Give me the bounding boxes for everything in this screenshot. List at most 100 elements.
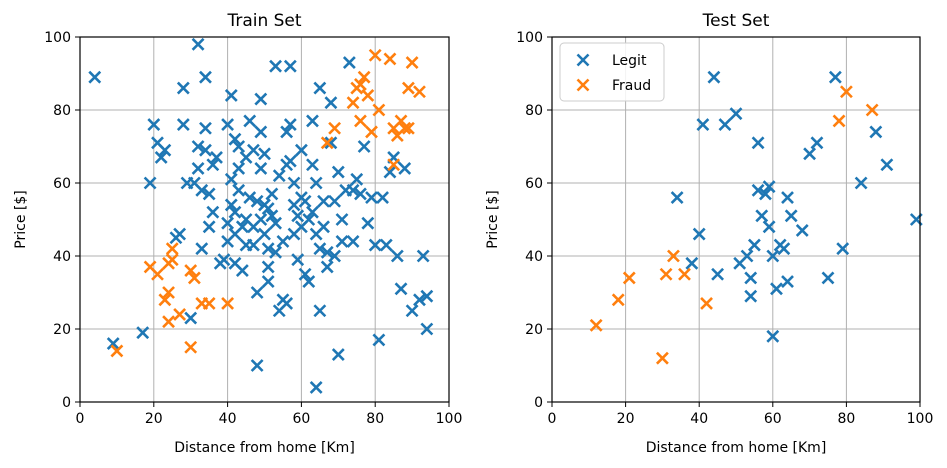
data-point-legit (770, 282, 783, 296)
data-point-fraud (659, 267, 673, 281)
x-tick-label: 60 (764, 411, 782, 427)
x-axis-label: Distance from home [Km] (174, 440, 355, 456)
plot-frame (551, 36, 921, 403)
data-point-series-0 (254, 213, 268, 226)
data-point-series-0 (302, 213, 316, 226)
y-tick-label: 60 (53, 176, 71, 192)
data-point-series-0 (291, 209, 305, 223)
x-tick-label: 0 (548, 411, 557, 427)
legend-marker (576, 53, 590, 67)
data-point-series-1 (162, 286, 175, 299)
data-point-series-0 (224, 198, 238, 212)
data-point-series-0 (350, 172, 364, 186)
y-tick-label: 80 (525, 103, 543, 119)
data-point-fraud (700, 297, 713, 310)
data-point-series-1 (320, 136, 334, 150)
data-point-series-0 (176, 81, 190, 95)
data-point-legit (803, 147, 817, 161)
data-point-legit (751, 183, 765, 197)
data-point-series-0 (261, 242, 275, 256)
data-point-series-0 (206, 205, 220, 219)
data-point-series-0 (313, 81, 327, 95)
data-point-series-0 (354, 187, 367, 201)
data-point-series-0 (269, 245, 282, 259)
data-point-legit (854, 176, 868, 190)
y-tick-label: 40 (53, 249, 71, 265)
data-point-fraud (622, 271, 636, 285)
data-point-legit (744, 271, 758, 285)
data-point-series-0 (173, 227, 187, 241)
data-point-series-0 (298, 194, 312, 208)
data-point-series-0 (224, 88, 238, 102)
y-axis-label: Price [$] (485, 190, 501, 248)
data-point-series-1 (184, 264, 198, 278)
data-point-series-1 (401, 121, 415, 135)
data-point-series-0 (283, 118, 297, 132)
data-point-fraud (839, 85, 853, 99)
plot-frame (79, 36, 450, 403)
data-point-series-0 (191, 161, 205, 175)
data-point-series-0 (361, 216, 375, 230)
data-point-series-0 (202, 220, 216, 234)
data-point-series-0 (243, 114, 257, 128)
data-point-series-1 (357, 70, 371, 84)
test-set-chart: 0 20 40 60 80 100 0 20 40 60 80 100 Test Set Distance… (485, 11, 933, 456)
data-point-legit (759, 187, 772, 201)
data-point-series-0 (357, 140, 371, 153)
data-point-series-1 (165, 253, 179, 267)
data-point-series-0 (283, 59, 297, 73)
data-point-series-0 (258, 227, 271, 241)
data-point-series-0 (235, 264, 249, 278)
data-point-series-0 (258, 147, 271, 161)
data-point-series-0 (232, 161, 246, 175)
data-point-series-0 (394, 282, 408, 296)
y-tick-label: 0 (534, 395, 543, 411)
x-tick-label: 40 (690, 411, 708, 427)
data-point-series-0 (254, 125, 268, 139)
data-point-legit (747, 238, 761, 252)
data-point-series-0 (368, 238, 382, 252)
chart-title: Test Set (702, 11, 770, 31)
data-point-legit (810, 136, 824, 150)
data-point-series-1 (361, 88, 375, 102)
data-point-series-0 (191, 37, 205, 51)
x-tick-label: 20 (145, 411, 163, 427)
data-point-series-0 (309, 176, 323, 190)
legend: Legit Fraud (559, 42, 665, 102)
data-point-series-0 (416, 249, 430, 263)
data-point-series-1 (346, 96, 360, 110)
data-point-series-0 (88, 70, 102, 84)
data-point-series-0 (346, 234, 360, 248)
data-point-series-0 (280, 125, 294, 139)
data-point-legit (777, 242, 791, 256)
data-point-series-0 (221, 216, 235, 230)
data-point-series-0 (313, 304, 327, 318)
data-point-series-0 (191, 140, 205, 153)
data-point-series-0 (365, 191, 378, 205)
data-point-fraud (832, 114, 846, 128)
data-point-legit (692, 227, 706, 241)
x-tick-label: 80 (837, 411, 855, 427)
data-point-series-1 (383, 52, 397, 66)
data-point-legit (718, 118, 732, 132)
data-point-series-0 (309, 380, 323, 394)
data-point-series-0 (283, 154, 297, 168)
data-point-legit (762, 220, 776, 234)
data-point-series-0 (250, 194, 264, 208)
data-point-series-0 (176, 118, 190, 132)
data-point-series-0 (317, 194, 330, 208)
data-point-legit (836, 242, 850, 256)
data-point-series-0 (202, 187, 216, 201)
data-point-legit (762, 180, 776, 194)
y-tick-label: 60 (525, 176, 543, 192)
data-point-series-0 (261, 260, 275, 274)
data-point-series-0 (247, 143, 260, 157)
data-point-fraud (678, 267, 691, 281)
data-point-series-1 (401, 81, 415, 95)
data-point-series-0 (261, 275, 275, 288)
y-tick-label: 20 (53, 322, 71, 338)
x-axis-label: Distance from home [Km] (646, 440, 827, 456)
data-point-legit (880, 158, 894, 172)
data-point-series-1 (413, 85, 426, 99)
data-point-legit (670, 191, 684, 205)
